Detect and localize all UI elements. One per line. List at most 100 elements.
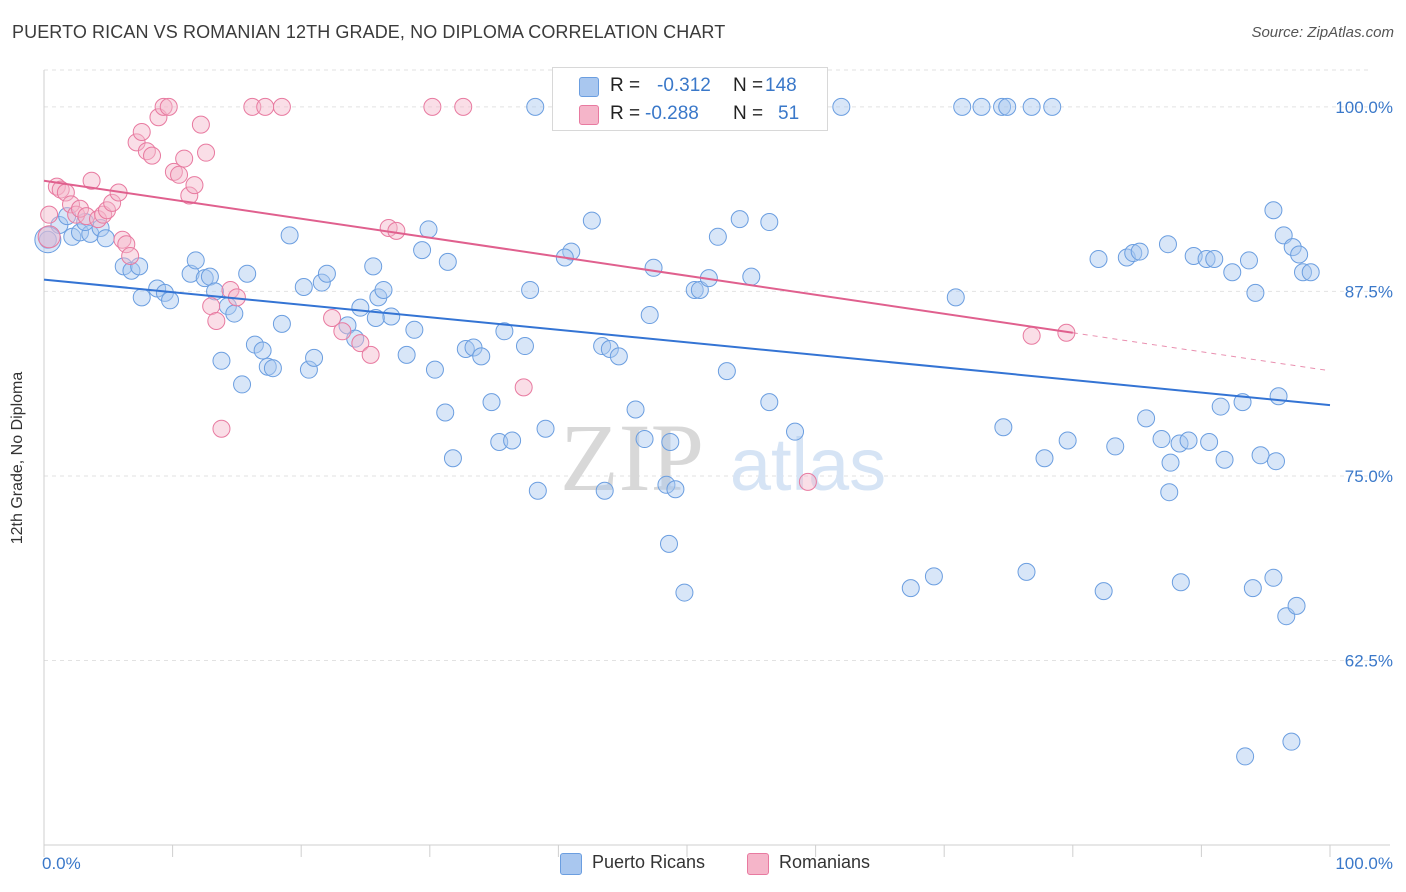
point-puerto-rican — [786, 422, 805, 441]
point-puerto-rican — [338, 316, 357, 335]
point-puerto-rican — [1236, 747, 1255, 766]
point-romanian — [117, 235, 136, 254]
gridlines — [44, 69, 1370, 661]
point-puerto-rican — [436, 403, 455, 422]
tick-labels: 100.0% 87.5% 75.0% 62.5% 0.0% 100.0% — [42, 98, 1393, 873]
point-puerto-rican — [364, 257, 383, 276]
point-puerto-rican — [299, 360, 318, 379]
point-puerto-rican — [515, 337, 534, 356]
point-puerto-rican — [760, 393, 779, 412]
data-points — [34, 97, 1320, 766]
legend-r-label: R = — [610, 75, 641, 96]
watermark: ZIP atlas — [560, 404, 886, 511]
point-puerto-rican — [482, 393, 501, 412]
point-puerto-rican — [717, 362, 736, 381]
point-puerto-rican — [225, 304, 244, 323]
point-puerto-rican — [1137, 409, 1156, 428]
point-puerto-rican — [1161, 453, 1180, 472]
point-romanian — [1022, 326, 1041, 345]
trend-line-puerto-ricans — [43, 278, 1331, 407]
point-puerto-rican — [1160, 483, 1179, 502]
legend-n-label: N = — [733, 103, 764, 124]
point-puerto-rican — [495, 322, 514, 341]
point-puerto-rican — [1058, 431, 1077, 450]
point-puerto-rican — [953, 97, 972, 116]
point-puerto-rican — [1205, 249, 1224, 268]
point-romanian-cluster — [37, 225, 61, 249]
point-puerto-rican — [280, 226, 299, 245]
x-tick-label-start: 0.0% — [42, 854, 81, 873]
point-romanian — [212, 419, 231, 438]
point-romanian — [191, 115, 210, 134]
point-romanian — [180, 186, 199, 205]
point-romanian — [82, 171, 101, 190]
point-puerto-rican — [536, 419, 555, 438]
point-romanian — [170, 165, 189, 184]
point-puerto-rican — [1124, 244, 1143, 263]
point-puerto-rican — [351, 298, 370, 317]
point-puerto-rican — [1282, 732, 1301, 751]
point-puerto-rican — [1246, 283, 1265, 302]
legend-n-value-puerto-ricans: 148 — [765, 75, 797, 96]
point-puerto-rican — [659, 534, 678, 553]
point-puerto-rican — [708, 227, 727, 246]
point-romanian — [51, 180, 70, 199]
point-romanian — [323, 309, 342, 327]
point-puerto-rican — [374, 280, 393, 299]
point-romanian — [361, 345, 380, 364]
point-romanian — [164, 162, 183, 181]
point-romanian — [103, 193, 122, 212]
point-puerto-rican — [1264, 201, 1283, 220]
point-puerto-rican — [675, 583, 694, 602]
point-puerto-rican — [1290, 245, 1309, 264]
point-puerto-rican — [1269, 387, 1288, 406]
point-romanian — [207, 311, 226, 330]
watermark-zip: ZIP — [560, 404, 704, 511]
point-puerto-rican — [644, 258, 663, 277]
y-tick-label: 100.0% — [1335, 98, 1393, 117]
point-puerto-rican — [405, 320, 424, 339]
point-puerto-rican — [685, 280, 704, 299]
point-puerto-rican — [1094, 582, 1113, 601]
point-puerto-rican — [582, 211, 601, 230]
point-puerto-rican — [1197, 249, 1216, 268]
point-puerto-rican — [263, 359, 282, 378]
legend-swatch-romanians — [579, 105, 599, 125]
point-puerto-rican — [212, 351, 231, 370]
point-puerto-rican — [993, 97, 1012, 116]
point-puerto-rican — [305, 348, 324, 367]
point-puerto-rican — [38, 230, 57, 249]
point-romanian — [423, 97, 442, 116]
point-romanian — [132, 123, 151, 141]
point-romanian — [121, 247, 140, 265]
point-puerto-rican — [1243, 579, 1262, 598]
point-puerto-rican — [526, 97, 545, 116]
point-romanian — [185, 176, 204, 195]
point-puerto-rican — [443, 449, 462, 468]
point-puerto-rican — [528, 481, 547, 500]
point-puerto-rican — [666, 480, 685, 499]
legend-swatch-puerto-ricans — [579, 77, 599, 97]
point-puerto-rican — [1215, 450, 1234, 469]
point-puerto-rican — [1022, 97, 1041, 116]
source-label: Source: ZipAtlas.com — [1251, 24, 1394, 41]
point-puerto-rican — [490, 433, 509, 451]
point-puerto-rican — [419, 220, 438, 239]
point-puerto-rican — [946, 288, 965, 307]
point-puerto-rican — [1130, 242, 1149, 261]
legend-r-value-romanians: -0.288 — [645, 103, 699, 124]
point-romanian — [454, 97, 473, 116]
point-puerto-rican — [972, 97, 991, 116]
legend-r-value-puerto-ricans: -0.312 — [657, 75, 711, 96]
point-puerto-rican — [1301, 263, 1320, 282]
legend-r-label: R = — [610, 103, 641, 124]
point-puerto-rican — [186, 251, 205, 270]
point-puerto-rican — [1152, 430, 1171, 449]
legend-n-value-romanians: 51 — [778, 103, 800, 124]
point-romanian — [514, 378, 533, 397]
trend-lines — [43, 179, 1331, 407]
point-puerto-rican — [456, 340, 475, 358]
point-puerto-rican — [994, 418, 1013, 437]
point-romanian — [127, 133, 146, 152]
point-romanian — [143, 146, 162, 165]
